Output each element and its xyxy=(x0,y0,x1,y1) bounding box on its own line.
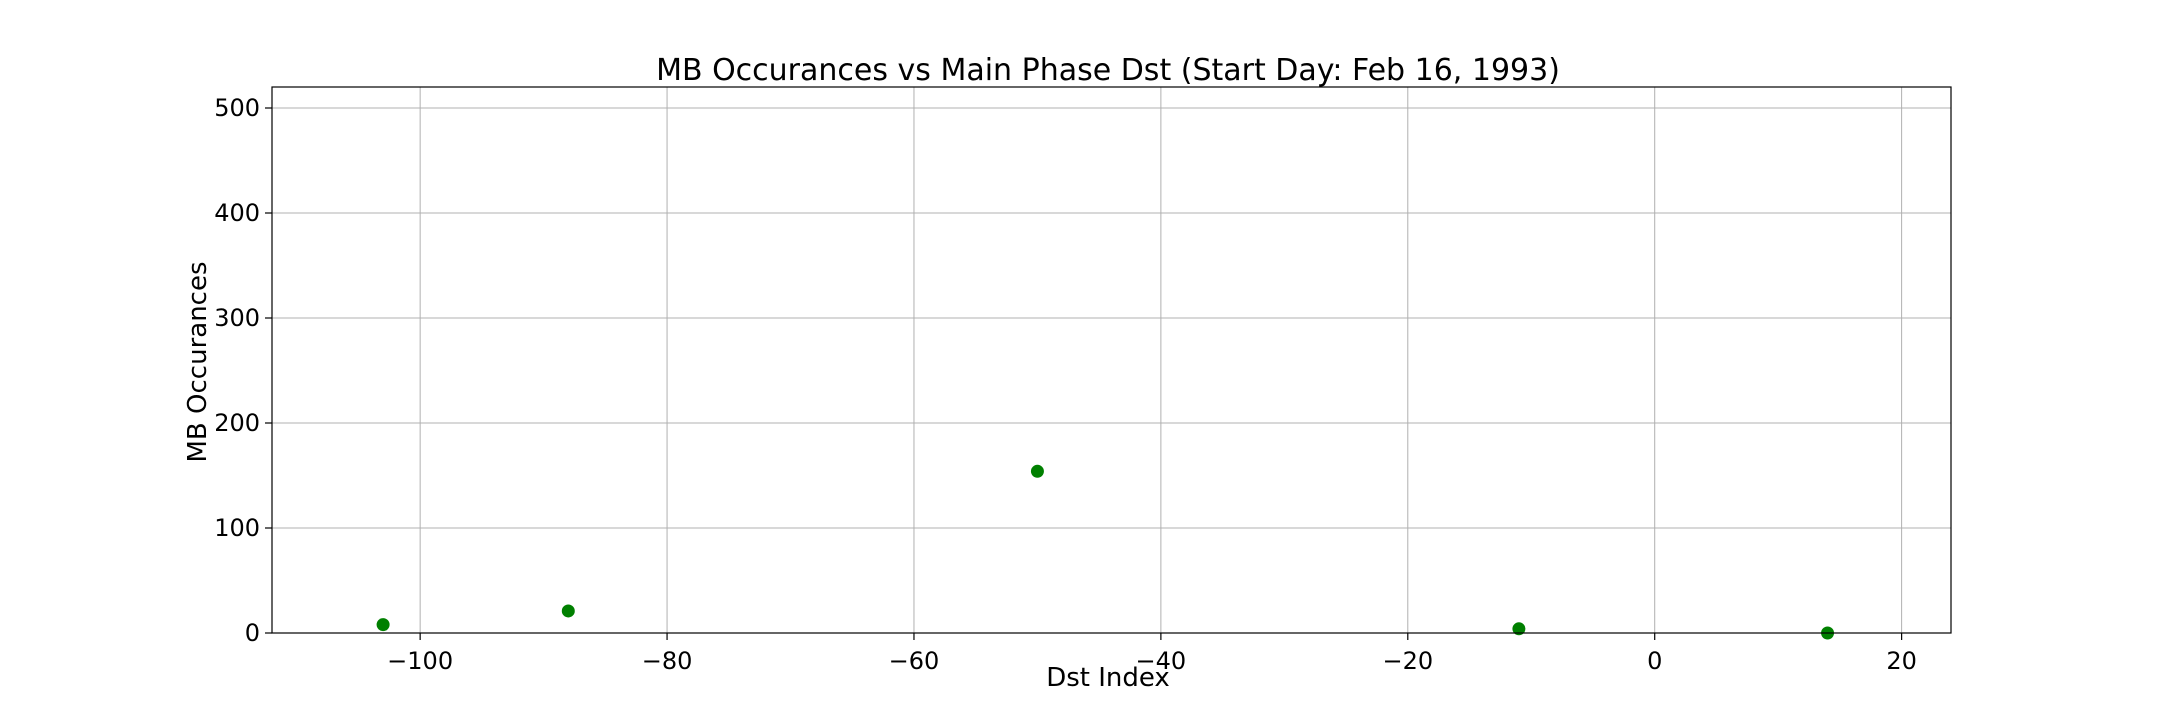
y-tick-label: 400 xyxy=(214,199,260,227)
x-tick-label: −100 xyxy=(387,647,453,675)
grid-layer xyxy=(272,87,1951,634)
x-axis-label: Dst Index xyxy=(1046,663,1170,693)
y-tick-label: 500 xyxy=(214,94,260,122)
data-point xyxy=(1030,464,1044,478)
plot-frame xyxy=(271,86,1952,634)
chart-title: MB Occurances vs Main Phase Dst (Start D… xyxy=(656,53,1560,88)
points-layer xyxy=(376,464,1835,640)
y-tick-label: 200 xyxy=(214,409,260,437)
y-axis-label: MB Occurances xyxy=(183,261,213,462)
data-point xyxy=(376,618,390,632)
x-tick-label: 0 xyxy=(1647,647,1662,675)
data-point xyxy=(1512,622,1526,636)
y-tick-label: 0 xyxy=(245,619,260,647)
y-tick-label: 300 xyxy=(214,304,260,332)
y-tick-label: 100 xyxy=(214,514,260,542)
x-tick-label: −80 xyxy=(642,647,693,675)
x-tick-label: −40 xyxy=(1136,647,1187,675)
x-tick-label: −60 xyxy=(889,647,940,675)
data-point xyxy=(561,604,575,618)
x-tick-label: −20 xyxy=(1382,647,1433,675)
x-tick-label: 20 xyxy=(1886,647,1917,675)
